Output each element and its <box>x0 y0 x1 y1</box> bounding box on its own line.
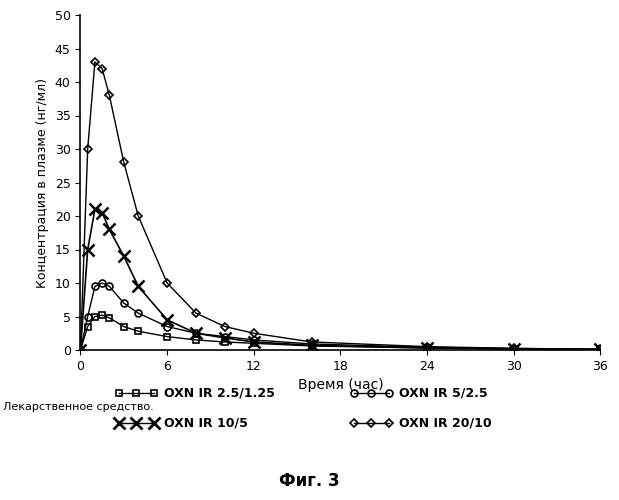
Text: OXN IR 20/10: OXN IR 20/10 <box>399 416 492 429</box>
Text: OXN IR 5/2.5: OXN IR 5/2.5 <box>399 386 488 399</box>
Y-axis label: Концентрация в плазме (нг/мл): Концентрация в плазме (нг/мл) <box>36 78 49 288</box>
X-axis label: Время (час): Время (час) <box>298 378 383 392</box>
Text: OXN IR 2.5/1.25: OXN IR 2.5/1.25 <box>164 386 275 399</box>
Text: OXN IR 10/5: OXN IR 10/5 <box>164 416 248 429</box>
Text: Лекарственное средство.: Лекарственное средство. <box>3 402 154 412</box>
Text: Фиг. 3: Фиг. 3 <box>279 472 340 490</box>
